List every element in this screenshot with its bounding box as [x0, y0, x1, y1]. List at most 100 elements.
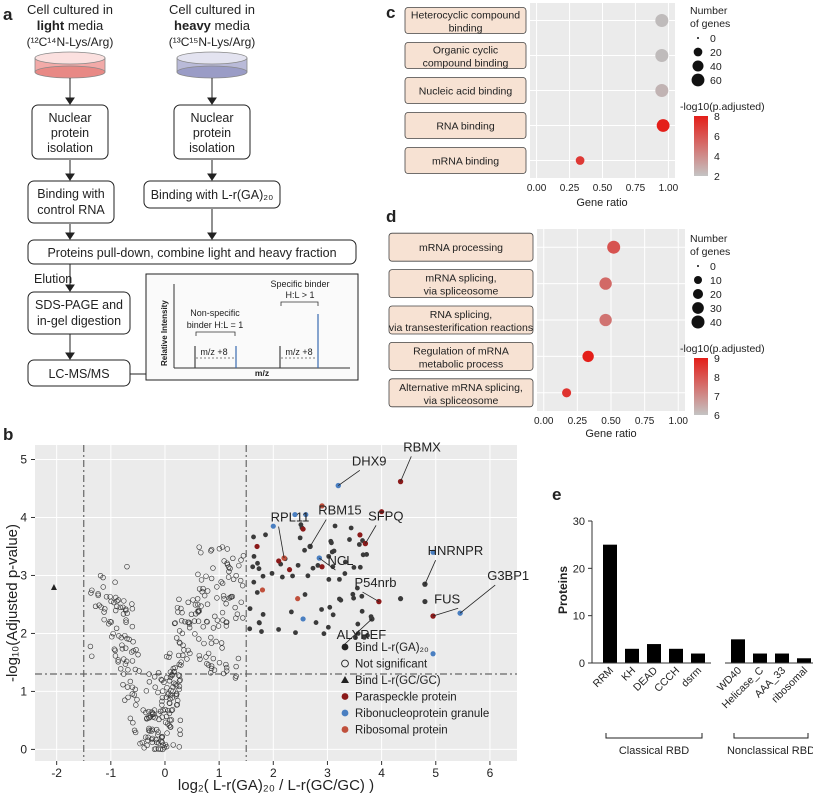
- not-significant-point: [146, 671, 152, 677]
- not-significant-point: [177, 731, 183, 738]
- not-significant-point: [175, 672, 182, 678]
- not-significant-point: [236, 562, 242, 569]
- not-significant-point: [197, 656, 203, 662]
- size-legend-dot: [693, 47, 703, 57]
- group-label-classical: Classical RBD: [619, 745, 689, 757]
- not-significant-point: [127, 678, 134, 685]
- not-significant-point: [227, 594, 234, 601]
- not-significant-point: [136, 668, 142, 674]
- x-tick-label: 0.00: [527, 183, 547, 194]
- x-tick-label: -2: [51, 766, 62, 780]
- not-significant-point: [204, 619, 210, 625]
- not-significant-point: [210, 655, 217, 662]
- not-significant-point: [146, 708, 152, 715]
- not-significant-point: [178, 605, 184, 612]
- size-legend-label: 10: [710, 275, 722, 287]
- point-label-HNRNPR: HNRNPR: [428, 543, 484, 558]
- not-significant-point: [129, 691, 136, 697]
- panel-label-d: d: [386, 207, 396, 226]
- not-significant-point: [187, 650, 193, 657]
- not-significant-point: [149, 739, 155, 746]
- not-significant-point: [233, 615, 239, 621]
- not-significant-point: [146, 679, 153, 685]
- not-significant-point: [210, 565, 216, 571]
- not-significant-point: [224, 668, 230, 674]
- size-legend-dot: [691, 315, 705, 329]
- rnp-point: [292, 511, 298, 518]
- legend-marker-filled: [341, 709, 349, 717]
- bind-ga-point: [259, 629, 264, 634]
- size-legend-dot: [694, 276, 702, 284]
- bind-ga-point: [330, 612, 336, 618]
- x-tick-label: 2: [270, 766, 277, 780]
- panel-c-enrichment: c 0.00 0.25 0.50 0.75 1.00 Heterocyclic compo…: [386, 3, 765, 209]
- size-legend-dot: [692, 60, 704, 72]
- binding-control-line1: Binding with: [37, 187, 104, 201]
- size-legend-title: of genes: [690, 246, 730, 258]
- d-dot-plot: 0.00 0.25 0.50 0.75 1.00 mRNA processing mRNA …: [388, 229, 688, 427]
- not-significant-point: [102, 606, 108, 612]
- not-significant-point: [179, 609, 185, 616]
- mz8-label-2: m/z +8: [285, 347, 312, 357]
- not-significant-point: [239, 582, 246, 589]
- not-significant-point: [124, 610, 130, 616]
- color-bar: [694, 116, 708, 176]
- not-significant-point: [113, 625, 120, 632]
- specific-line2: H:L > 1: [286, 290, 315, 300]
- not-significant-point: [219, 609, 226, 616]
- volcano-x-ticks: -2 -1 0 1 2 3 4 5 6: [51, 761, 494, 780]
- not-significant-point: [181, 647, 187, 653]
- bind-ga-point: [302, 592, 308, 597]
- not-significant-point: [195, 609, 201, 615]
- not-significant-point: [89, 653, 95, 659]
- term-box: [388, 305, 534, 335]
- nuclear-box-light: Nuclear protein isolation: [31, 104, 109, 160]
- volcano-leader-lines: [278, 456, 496, 645]
- not-significant-point: [173, 702, 180, 708]
- term-box: [404, 7, 527, 34]
- pulldown-label: Proteins pull-down, combine light and he…: [47, 246, 336, 260]
- mz8-label-1: m/z +8: [200, 347, 227, 357]
- nuclear-heavy-line1: Nuclear: [190, 111, 233, 125]
- not-significant-point: [107, 594, 113, 600]
- not-significant-point: [177, 640, 183, 646]
- not-significant-point: [97, 572, 104, 579]
- elution-label: Elution: [34, 272, 72, 286]
- not-significant-point: [200, 624, 206, 630]
- not-significant-point: [155, 732, 161, 738]
- not-significant-point: [176, 652, 182, 659]
- y-tick-label: 20: [573, 563, 585, 575]
- not-significant-point: [186, 619, 192, 626]
- not-significant-point: [233, 663, 239, 670]
- not-significant-point: [223, 661, 229, 668]
- not-significant-point: [170, 688, 176, 694]
- term-label: Alternative mRNA splicing,: [399, 382, 523, 394]
- not-significant-point: [164, 685, 170, 691]
- leader-line-FUS: [432, 607, 459, 617]
- x-tick-label: 0.00: [534, 416, 554, 427]
- binding-ga-label: Binding with L-r(GA)₂₀: [151, 188, 274, 202]
- bind-ga-point: [302, 547, 307, 553]
- not-significant-point: [130, 648, 137, 654]
- color-tick-label: 8: [714, 111, 720, 123]
- volcano-point-labels: DHX9 RBMX RPL11 RBM15 SFPQ NCL HNRNPR P54nrb G3B…: [271, 439, 530, 642]
- legend-label: Ribosomal protein: [355, 725, 448, 737]
- light-title-line1: Cell cultured in: [27, 2, 113, 17]
- panel-label-e: e: [552, 485, 561, 504]
- leader-line-ALYREF: [344, 618, 373, 645]
- not-significant-point: [123, 617, 129, 623]
- bind-ga-point: [279, 574, 285, 580]
- not-significant-point: [168, 717, 175, 723]
- not-significant-point: [151, 707, 158, 713]
- size-legend-dot: [692, 288, 704, 300]
- not-significant-point: [164, 721, 171, 727]
- color-legend-title: -log10(p.adjusted): [680, 101, 765, 113]
- bind-ga-point: [355, 621, 361, 627]
- not-significant-point: [152, 684, 158, 690]
- not-significant-point: [151, 674, 158, 680]
- size-legend-label: 30: [710, 303, 722, 315]
- e-y-axis-label: Proteins: [556, 566, 570, 614]
- nuclear-light-line3: isolation: [47, 141, 93, 155]
- bind-ga-point: [251, 553, 257, 559]
- not-significant-point: [213, 638, 219, 645]
